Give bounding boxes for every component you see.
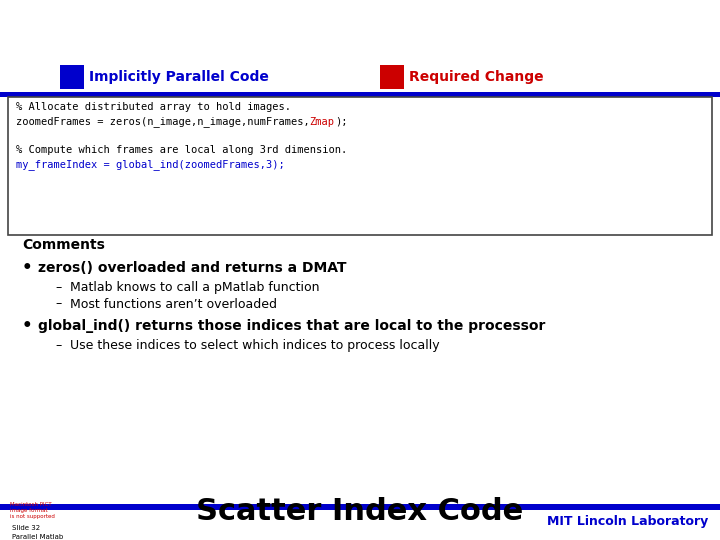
Text: Parallel Matlab: Parallel Matlab	[12, 534, 63, 540]
Text: Scatter Index Code: Scatter Index Code	[197, 497, 523, 526]
Text: Slide 32: Slide 32	[12, 525, 40, 531]
Bar	[0, 92, 720, 97]
Bar	[380, 65, 404, 89]
Text: global_ind() returns those indices that are local to the processor: global_ind() returns those indices that …	[38, 319, 545, 333]
Text: );: );	[335, 117, 347, 127]
Bar	[8, 97, 712, 235]
Text: Macintosh PICT
image format
is not supported: Macintosh PICT image format is not suppo…	[10, 502, 55, 519]
Text: •: •	[22, 317, 32, 335]
Bar	[60, 65, 84, 89]
Text: MIT Lincoln Laboratory: MIT Lincoln Laboratory	[546, 516, 708, 529]
Text: Most functions aren’t overloaded: Most functions aren’t overloaded	[70, 298, 277, 310]
Text: Matlab knows to call a pMatlab function: Matlab knows to call a pMatlab function	[70, 281, 320, 294]
Text: % Allocate distributed array to hold images.: % Allocate distributed array to hold ima…	[16, 102, 291, 112]
Bar	[0, 62, 720, 92]
Bar	[0, 62, 720, 69]
Text: % Compute which frames are local along 3rd dimension.: % Compute which frames are local along 3…	[16, 145, 347, 155]
Text: –: –	[55, 281, 61, 294]
Text: my_frameIndex = global_ind(zoomedFrames,3);: my_frameIndex = global_ind(zoomedFrames,…	[16, 159, 284, 171]
Text: •: •	[22, 259, 32, 277]
Bar	[0, 504, 720, 510]
Text: Zmap: Zmap	[310, 117, 335, 127]
Text: Required Change: Required Change	[409, 70, 544, 84]
Text: Comments: Comments	[22, 238, 105, 252]
Text: zeros() overloaded and returns a DMAT: zeros() overloaded and returns a DMAT	[38, 261, 346, 275]
Text: zoomedFrames = zeros(n_image,n_image,numFrames,: zoomedFrames = zeros(n_image,n_image,num…	[16, 117, 310, 127]
Text: Use these indices to select which indices to process locally: Use these indices to select which indice…	[70, 340, 440, 353]
Text: –: –	[55, 340, 61, 353]
Text: Implicitly Parallel Code: Implicitly Parallel Code	[89, 70, 269, 84]
Text: –: –	[55, 298, 61, 310]
